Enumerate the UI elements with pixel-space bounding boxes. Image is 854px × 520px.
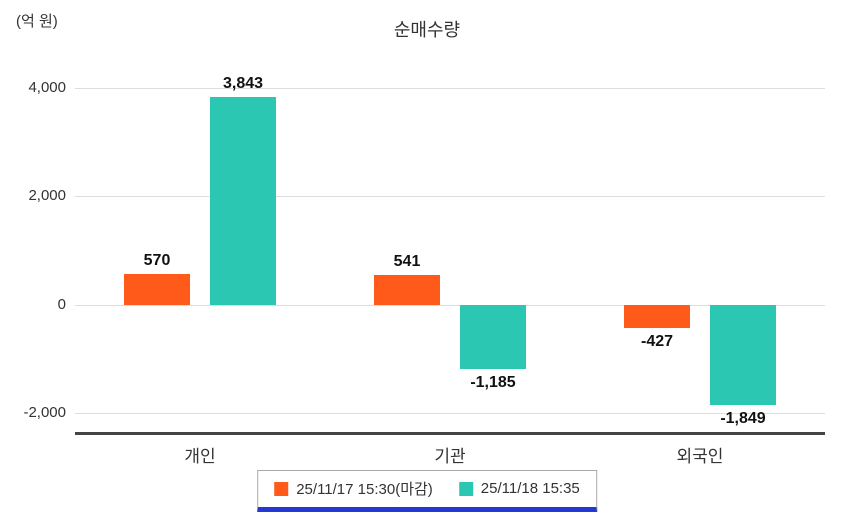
- y-axis-unit-label: (억 원): [16, 13, 58, 30]
- bar-value-label: -1,185: [470, 373, 516, 391]
- bar-category0-series0: [124, 273, 190, 305]
- bar-value-label: -427: [640, 332, 674, 350]
- legend-label: 25/11/17 15:30(마감): [296, 481, 433, 498]
- gridline: [75, 196, 825, 198]
- x-category-label: 기관: [434, 447, 466, 466]
- plot-area: [75, 80, 825, 435]
- y-tick-label: 4,000: [28, 79, 66, 97]
- y-tick-label: 0: [57, 295, 66, 313]
- legend-entry-series1: 25/11/18 15:35: [458, 480, 580, 497]
- chart-title: 순매수량: [393, 20, 461, 40]
- bar-value-label: 3,843: [222, 74, 264, 92]
- chart-legend: 25/11/17 15:30(마감) 25/11/18 15:35: [257, 470, 597, 512]
- bar-category1-series0: [374, 275, 440, 305]
- bar-value-label: 570: [143, 251, 171, 269]
- bar-category0-series1: [210, 96, 276, 305]
- y-tick-label: 2,000: [28, 187, 66, 205]
- bar-category2-series1: [710, 304, 776, 405]
- legend-swatch-icon: [274, 481, 289, 496]
- bar-value-label: -1,849: [720, 409, 766, 427]
- gridline: [75, 88, 825, 90]
- x-category-label: 외국인: [676, 447, 724, 466]
- bar-value-label: 541: [393, 253, 421, 271]
- gridline: [75, 413, 825, 414]
- bar-category2-series0: [624, 304, 690, 328]
- x-category-label: 개인: [184, 447, 216, 466]
- y-tick-label: -2,000: [23, 404, 66, 421]
- legend-entry-series0: 25/11/17 15:30(마감): [274, 478, 433, 499]
- gridline: [75, 304, 825, 306]
- legend-label: 25/11/18 15:35: [480, 480, 580, 497]
- legend-swatch-icon: [458, 481, 473, 496]
- bar-category1-series1: [460, 304, 526, 369]
